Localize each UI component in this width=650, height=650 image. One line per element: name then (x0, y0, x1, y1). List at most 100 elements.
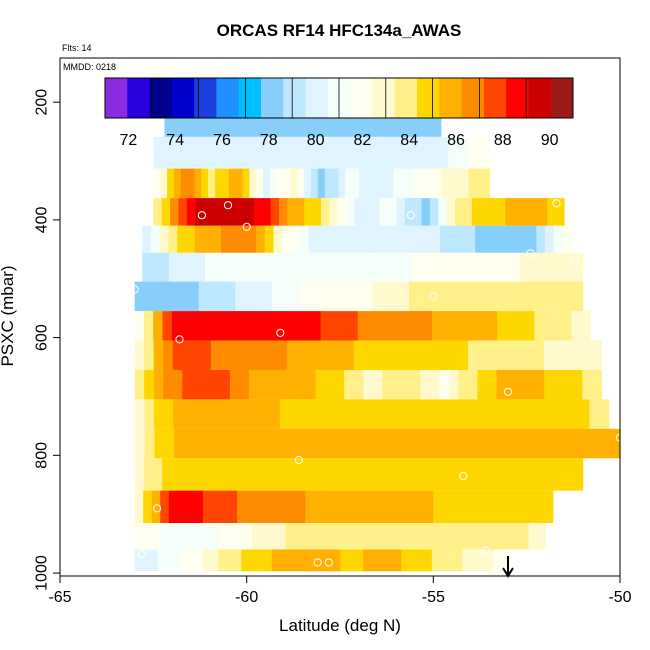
heatmap-cell (250, 399, 262, 429)
x-tick-label: -65 (48, 589, 71, 606)
heatmap-cell (221, 168, 230, 199)
heatmap-cell (427, 136, 436, 169)
heatmap-cell (527, 225, 538, 253)
heatmap-cell (434, 399, 445, 429)
heatmap-cell (254, 105, 261, 137)
heatmap-cell (236, 311, 247, 341)
heatmap-cell (283, 136, 292, 169)
colorbar-tick-label: 72 (120, 132, 138, 149)
heatmap-cell (518, 225, 529, 253)
heatmap-cell (393, 136, 401, 169)
heatmap-cell (202, 399, 213, 429)
heatmap-cell (461, 168, 470, 199)
heatmap-cell (527, 458, 538, 491)
heatmap-cell (299, 399, 310, 429)
heatmap-cell (182, 369, 193, 400)
heatmap-cell (451, 428, 463, 459)
heatmap-cell (331, 168, 340, 199)
heatmap-cell (460, 311, 470, 341)
heatmap-cell (402, 428, 413, 459)
heatmap-cell (382, 340, 393, 370)
heatmap-cell (564, 281, 575, 312)
heatmap-cell (506, 340, 517, 370)
heatmap-cell (571, 311, 582, 341)
heatmap-cell (203, 225, 213, 253)
heatmap-cell (162, 311, 173, 341)
heatmap-cell (317, 225, 327, 253)
heatmap-cell (207, 458, 218, 491)
heatmap-cell (382, 369, 393, 400)
heatmap-cell (359, 168, 367, 199)
heatmap-cell (392, 428, 403, 459)
heatmap-cell (367, 311, 377, 341)
heatmap-cell (450, 490, 460, 524)
heatmap-cell (503, 523, 513, 550)
heatmap-cell (386, 549, 395, 572)
heatmap-cell (388, 198, 397, 226)
heatmap-cell (288, 105, 295, 137)
heatmap-cell (413, 311, 424, 341)
heatmap-cell (550, 428, 562, 459)
heatmap-cell (386, 136, 394, 169)
heatmap-cell (468, 369, 479, 400)
colorbar-tick-label: 84 (400, 132, 418, 149)
heatmap-cell (394, 311, 405, 341)
heatmap-cell (256, 549, 265, 572)
heatmap-cell (172, 549, 181, 572)
heatmap-cell (395, 105, 402, 137)
heatmap-cell (393, 168, 401, 199)
heatmap-cell (439, 369, 450, 400)
heatmap-cell (469, 311, 480, 341)
heatmap-cell (196, 252, 206, 282)
heatmap-cell (181, 311, 192, 341)
colorbar-swatch (417, 78, 440, 118)
heatmap-cell (407, 490, 417, 524)
heatmap-cell (427, 458, 437, 491)
heatmap-cell (322, 490, 332, 524)
sample-point (526, 249, 535, 258)
heatmap-cell (344, 340, 355, 370)
heatmap-cell (229, 369, 241, 400)
heatmap-cell (194, 136, 202, 169)
heatmap-cell (237, 105, 245, 137)
y-tick-label: 1000 (34, 555, 51, 591)
heatmap-cell (379, 198, 389, 226)
colorbar-swatch (439, 78, 463, 118)
heatmap-cell (418, 105, 425, 137)
heatmap-cell (423, 105, 431, 137)
heatmap-cell (315, 369, 326, 400)
colorbar-tick-label: 78 (260, 132, 278, 149)
heatmap-cell (518, 281, 529, 312)
colorbar-swatch (105, 78, 128, 118)
heatmap-cell (280, 281, 291, 312)
heatmap-cell (580, 428, 591, 459)
heatmap-cell (214, 252, 224, 282)
heatmap-cell (297, 136, 305, 169)
heatmap-cell (293, 523, 303, 550)
heatmap-cell (600, 428, 611, 459)
heatmap-cell (337, 198, 347, 226)
heatmap-cell (456, 252, 467, 282)
heatmap-cell (429, 198, 439, 226)
y-axis-label: PSXC (mbar) (0, 265, 17, 366)
sample-point (175, 335, 184, 344)
heatmap-cell (180, 458, 191, 491)
heatmap-cell (372, 340, 383, 370)
heatmap-cell (262, 490, 272, 524)
heatmap-cell (335, 281, 346, 312)
heatmap-cell (534, 340, 545, 370)
colorbar-tick-label: 76 (213, 132, 231, 149)
colorbar-swatch (238, 78, 262, 118)
heatmap-cell (160, 252, 170, 282)
heatmap-cell (243, 523, 253, 550)
plot-frame (59, 57, 621, 577)
heatmap-cell (418, 458, 428, 491)
heatmap-cell (143, 458, 154, 491)
heatmap-cell (162, 281, 172, 312)
heatmap-cell (246, 311, 257, 341)
heatmap-cell (271, 281, 282, 312)
heatmap-cell (420, 369, 431, 400)
heatmap-cell (553, 340, 564, 370)
heatmap-cell (318, 399, 329, 429)
heatmap-cell (282, 225, 292, 253)
